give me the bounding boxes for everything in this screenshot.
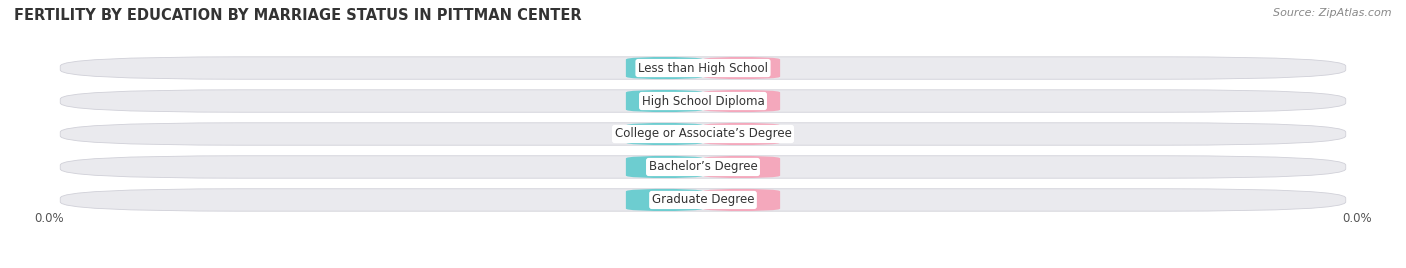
Text: Graduate Degree: Graduate Degree [652,193,754,206]
FancyBboxPatch shape [60,156,1346,178]
Text: 0.0%: 0.0% [650,96,679,106]
Text: 0.0%: 0.0% [650,195,679,205]
Text: 0.0%: 0.0% [1341,212,1371,225]
FancyBboxPatch shape [60,57,1346,79]
Text: 0.0%: 0.0% [727,129,756,139]
FancyBboxPatch shape [626,123,703,145]
Text: 0.0%: 0.0% [35,212,65,225]
Text: College or Associate’s Degree: College or Associate’s Degree [614,128,792,140]
Text: High School Diploma: High School Diploma [641,95,765,107]
FancyBboxPatch shape [703,189,780,211]
FancyBboxPatch shape [60,123,1346,145]
FancyBboxPatch shape [60,189,1346,211]
Text: 0.0%: 0.0% [727,96,756,106]
Text: 0.0%: 0.0% [727,195,756,205]
FancyBboxPatch shape [703,90,780,112]
Text: 0.0%: 0.0% [727,63,756,73]
Text: 0.0%: 0.0% [650,129,679,139]
FancyBboxPatch shape [703,156,780,178]
FancyBboxPatch shape [703,123,780,145]
Text: Less than High School: Less than High School [638,62,768,75]
Text: 0.0%: 0.0% [727,162,756,172]
FancyBboxPatch shape [626,156,703,178]
FancyBboxPatch shape [626,189,703,211]
Text: FERTILITY BY EDUCATION BY MARRIAGE STATUS IN PITTMAN CENTER: FERTILITY BY EDUCATION BY MARRIAGE STATU… [14,8,582,23]
FancyBboxPatch shape [626,57,703,79]
FancyBboxPatch shape [703,57,780,79]
Text: 0.0%: 0.0% [650,162,679,172]
Text: Bachelor’s Degree: Bachelor’s Degree [648,161,758,173]
FancyBboxPatch shape [60,90,1346,112]
FancyBboxPatch shape [626,90,703,112]
Text: Source: ZipAtlas.com: Source: ZipAtlas.com [1274,8,1392,18]
Text: 0.0%: 0.0% [650,63,679,73]
